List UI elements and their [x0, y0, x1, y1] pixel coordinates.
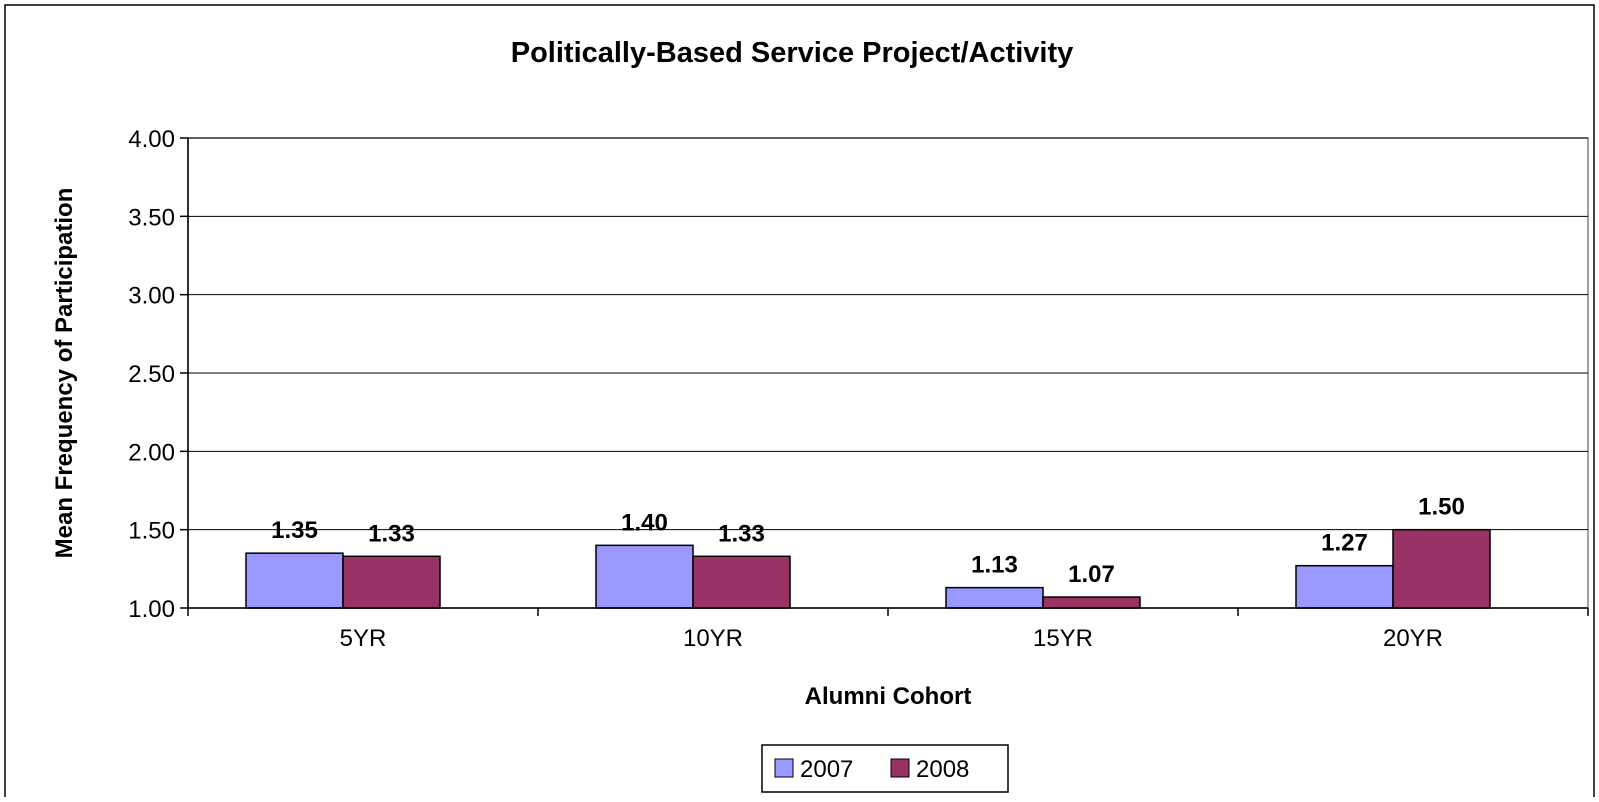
- legend-label-2008: 2008: [916, 756, 969, 783]
- bar-2007-10YR: [595, 544, 694, 609]
- y-tick-label: 3.50: [128, 204, 175, 231]
- legend: 2007 2008: [761, 744, 1009, 793]
- y-axis-title: Mean Frequency of Participation: [51, 188, 78, 559]
- data-label-2008-15YR: 1.07: [1068, 561, 1115, 588]
- x-tick-label: 15YR: [1033, 625, 1093, 652]
- data-label-2007-20YR: 1.27: [1321, 530, 1368, 557]
- data-labels: 1.35 1.33 1.40 1.33 1.13 1.07 1.27 1.50: [271, 494, 1465, 588]
- y-tick-label: 2.50: [128, 361, 175, 388]
- bar-2008-10YR: [692, 555, 791, 609]
- bar-2007-15YR: [945, 586, 1044, 609]
- bar-2008-15YR: [1042, 596, 1141, 609]
- x-tick-label: 20YR: [1383, 625, 1443, 652]
- legend-label-2007: 2007: [800, 756, 853, 783]
- y-tick-label: 2.00: [128, 439, 175, 466]
- x-axis-title: Alumni Cohort: [805, 683, 972, 710]
- legend-swatch-2007: [774, 758, 794, 778]
- legend-swatch-2008: [890, 758, 910, 778]
- bar-2007-5YR: [245, 552, 344, 609]
- bar-2007-20YR: [1295, 564, 1394, 609]
- y-tick-label: 4.00: [128, 126, 175, 153]
- data-label-2008-20YR: 1.50: [1418, 494, 1465, 521]
- x-tick-label: 10YR: [683, 625, 743, 652]
- gridlines: [188, 137, 1588, 531]
- data-label-2007-15YR: 1.13: [971, 552, 1018, 579]
- y-axis-ticks: 1.00 1.50 2.00 2.50 3.00 3.50 4.00: [128, 126, 188, 623]
- y-tick-label: 1.50: [128, 518, 175, 545]
- bar-2008-20YR: [1392, 528, 1491, 609]
- y-tick-label: 1.00: [128, 596, 175, 623]
- bar-2008-5YR: [342, 555, 441, 609]
- legend-box: [761, 744, 1009, 793]
- x-axis-ticks: 5YR 10YR 15YR 20YR: [187, 608, 1589, 652]
- data-label-2007-10YR: 1.40: [621, 509, 668, 536]
- data-label-2007-5YR: 1.35: [271, 517, 318, 544]
- data-label-2008-10YR: 1.33: [718, 520, 765, 547]
- chart-title: Politically-Based Service Project/Activi…: [511, 37, 1074, 69]
- bars: [245, 528, 1491, 609]
- y-tick-label: 3.00: [128, 283, 175, 310]
- data-label-2008-5YR: 1.33: [368, 520, 415, 547]
- x-tick-label: 5YR: [340, 625, 387, 652]
